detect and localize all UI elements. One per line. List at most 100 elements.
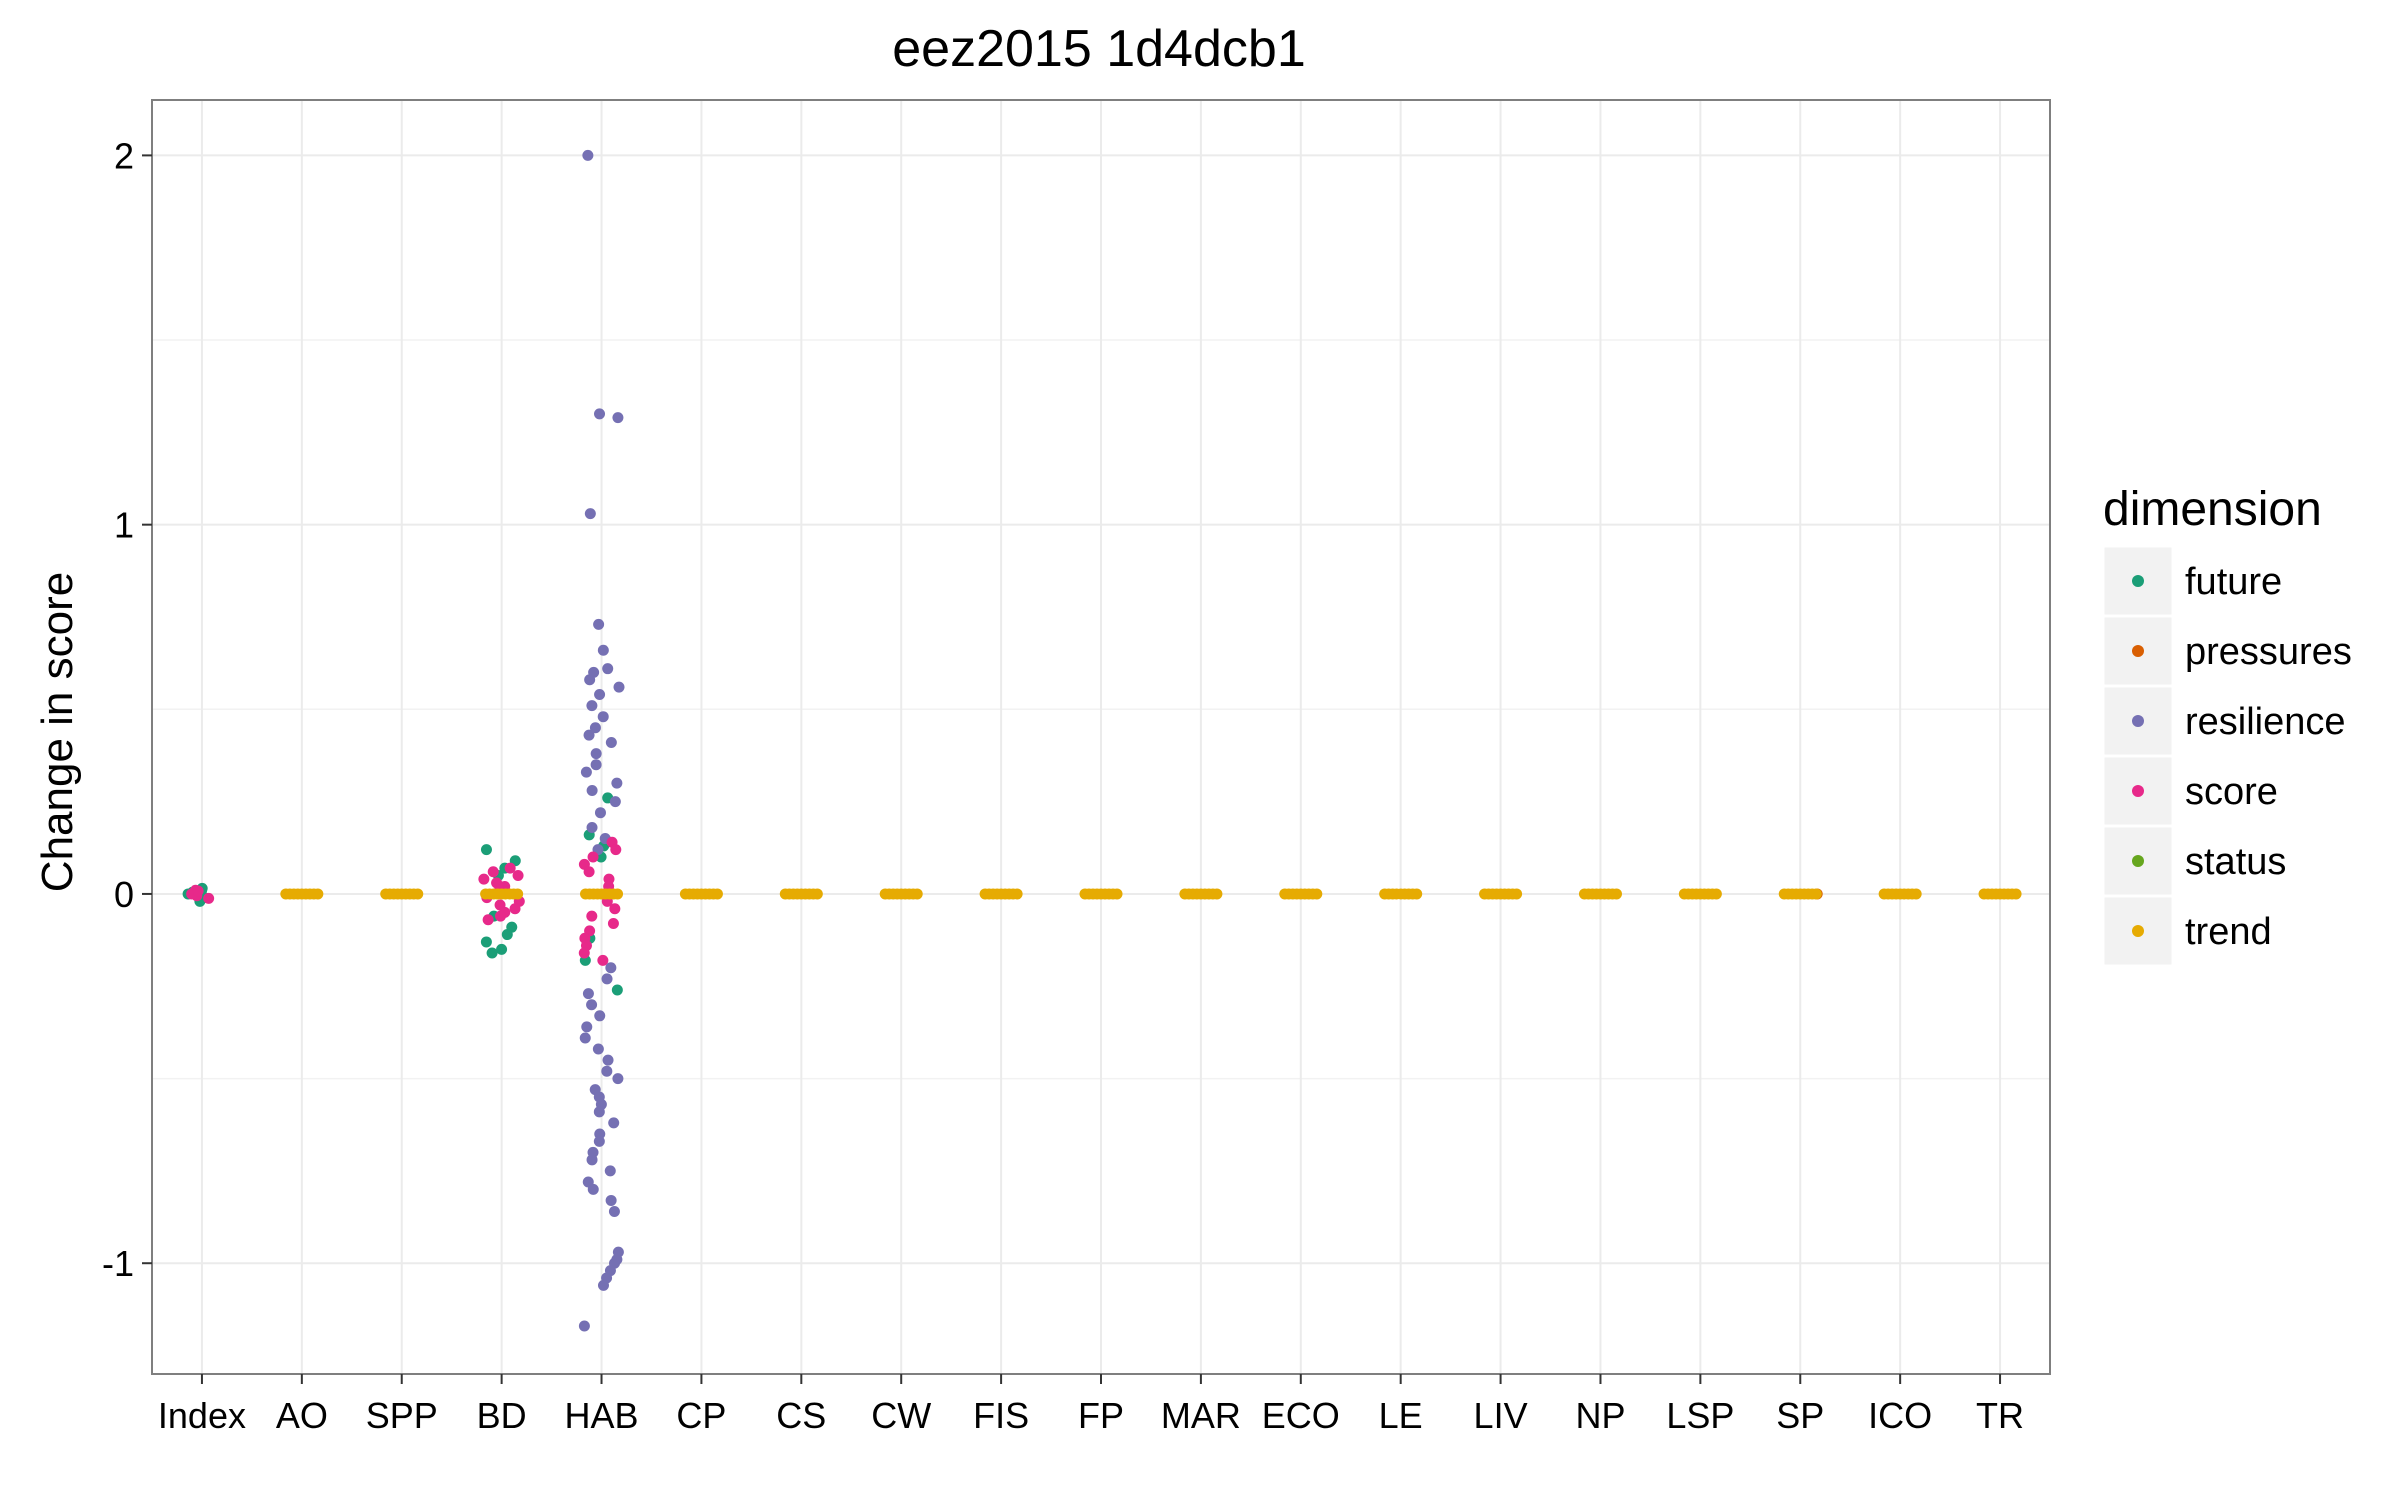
data-point [1211,888,1223,900]
data-point [608,1206,620,1218]
data-point [412,888,424,900]
legend: dimension future pressures resilience score… [2101,483,2352,968]
x-tick-label: ECO [1262,1395,1340,1436]
data-point [605,737,617,749]
data-point [586,910,598,922]
data-point [583,729,595,741]
x-tick-label: SP [1776,1395,1824,1436]
data-point [609,903,621,915]
data-point [312,888,324,900]
data-point [581,1021,593,1033]
data-point [589,722,601,734]
x-tick-label: NP [1575,1395,1625,1436]
legend-key [2101,894,2175,968]
x-tick-label: HAB [565,1395,639,1436]
data-point [578,947,590,959]
x-tick-label: AO [276,1395,328,1436]
data-point [512,888,524,900]
data-point [587,851,599,863]
data-point [602,1054,614,1066]
data-point [1511,888,1523,900]
legend-item-score: score [2101,754,2278,828]
data-point [609,796,621,808]
data-point [1311,888,1323,900]
data-point [590,759,602,771]
data-point [612,888,624,900]
data-point [1111,888,1123,900]
series-resilience [578,149,625,1332]
legend-item-trend: trend [2101,894,2272,968]
data-point [597,1279,609,1291]
data-point [583,866,595,878]
legend-swatch [2132,785,2144,797]
legend-swatch [2132,855,2144,867]
x-tick-label: Index [158,1395,246,1436]
data-point [2010,888,2022,900]
data-point [612,1073,624,1085]
data-point [578,1320,590,1332]
x-tick-label: CS [776,1395,826,1436]
data-point [593,618,605,630]
data-point [1710,888,1722,900]
x-tick-label: BD [477,1395,527,1436]
data-point [192,885,204,897]
y-tick-label: 2 [114,135,134,176]
x-tick-label: CW [871,1395,931,1436]
series-score [186,836,622,966]
data-point [594,689,606,701]
legend-item-future: future [2101,544,2282,618]
x-tick-label: FP [1078,1395,1124,1436]
data-point [480,936,492,948]
y-tick-label: 0 [114,874,134,915]
legend-label: status [2185,841,2286,883]
data-point [608,1117,620,1129]
x-tick-label: FIS [973,1395,1029,1436]
x-tick-label: ICO [1868,1395,1932,1436]
data-point [582,149,594,161]
data-point [605,962,617,974]
data-point [509,903,521,915]
y-tick-label: 1 [114,505,134,546]
legend-label: resilience [2185,701,2346,743]
y-axis-label: Change in score [33,572,82,892]
data-point [512,869,524,881]
data-point [612,412,624,424]
data-point [594,408,606,420]
data-point [584,674,596,686]
data-point [604,1165,616,1177]
data-point [597,711,609,723]
data-point [594,1010,606,1022]
data-point [611,777,623,789]
legend-swatch [2132,575,2144,587]
legend-label: future [2185,561,2282,603]
x-tick-label: MAR [1161,1395,1241,1436]
legend-item-status: status [2101,824,2286,898]
data-point [586,1154,598,1166]
data-point [711,888,723,900]
chart-title: eez2015 1d4dcb1 [892,20,1306,78]
data-point [504,862,516,874]
data-point [586,999,598,1011]
legend-swatch [2132,925,2144,937]
plot-area: -1 0 1 2 Index AO SPP BD HAB CP CS CW FIS FP MAR ECO LE L… [102,99,2051,1436]
data-point [593,1106,605,1118]
data-point [203,892,215,904]
data-point [587,1183,599,1195]
data-point [586,785,598,797]
legend-swatch [2132,645,2144,657]
x-tick-label: LE [1379,1395,1423,1436]
data-point [1910,888,1922,900]
x-tick-label: CP [676,1395,726,1436]
data-point [495,910,507,922]
data-point [602,663,614,675]
data-point [584,508,596,520]
data-point [592,1043,604,1055]
data-point [478,873,490,885]
data-point [501,929,513,941]
data-point [496,943,508,955]
data-point [586,821,598,833]
data-point [597,644,609,656]
data-point [579,1032,591,1044]
